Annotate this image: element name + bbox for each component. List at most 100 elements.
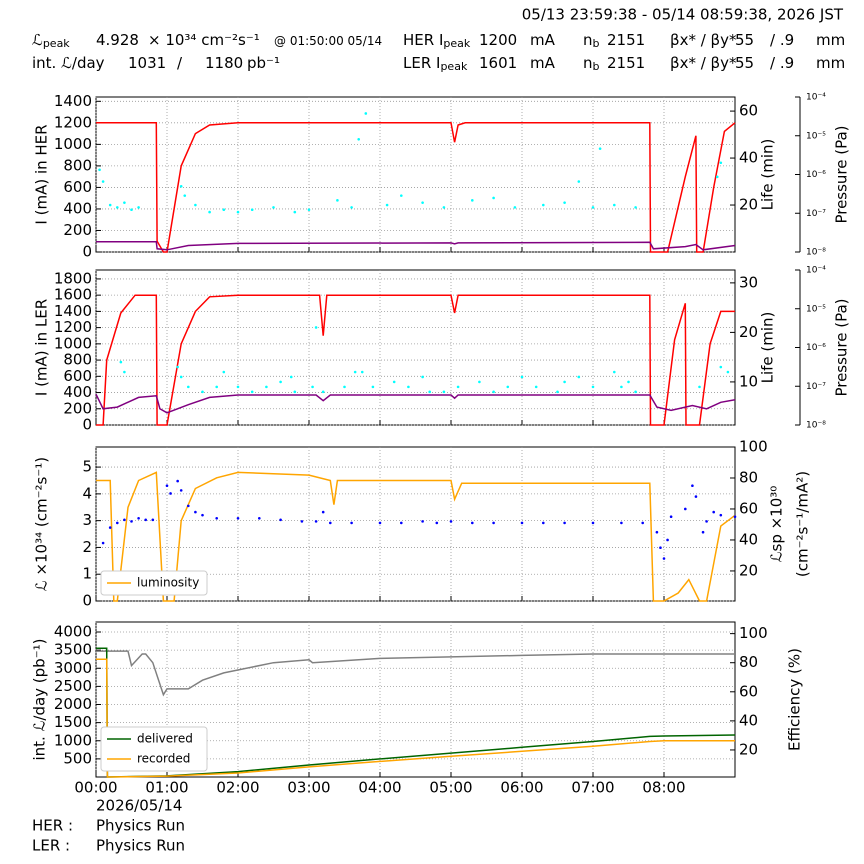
data-point xyxy=(187,385,190,389)
data-point xyxy=(520,521,524,525)
y-label: I (mA) in HER xyxy=(33,124,51,224)
data-point xyxy=(641,521,644,525)
header-text: pb⁻¹ xyxy=(247,54,280,72)
data-point xyxy=(719,161,723,165)
data-point xyxy=(187,504,190,508)
y2-tick-label: 20 xyxy=(739,561,758,579)
data-point xyxy=(577,375,581,379)
data-point xyxy=(428,390,432,394)
y-tick-label: 1000 xyxy=(54,731,92,749)
header-item: nb xyxy=(583,54,600,74)
header-text: mm xyxy=(816,54,845,72)
data-point xyxy=(194,510,197,514)
data-point xyxy=(116,206,119,209)
y2-tick-label: 20 xyxy=(739,740,758,758)
data-point xyxy=(471,521,474,525)
header-text: 1031 xyxy=(128,54,166,72)
header-item: βx* / βy* xyxy=(670,31,737,49)
y2-tick-label: 100 xyxy=(739,438,768,456)
plot-frame xyxy=(95,96,736,253)
data-point xyxy=(733,515,737,519)
data-point xyxy=(598,147,602,150)
y-tick-label: 3500 xyxy=(54,641,92,659)
data-point xyxy=(620,385,623,389)
data-line xyxy=(96,658,735,778)
data-point xyxy=(666,538,669,542)
data-point xyxy=(201,390,204,394)
header-text: 4.928 xyxy=(96,31,139,49)
data-point xyxy=(279,518,282,522)
y-tick-label: 1 xyxy=(82,565,92,583)
data-point xyxy=(471,199,474,202)
data-point xyxy=(534,385,538,389)
header-sub: peak xyxy=(440,60,467,73)
header-sub: b xyxy=(593,60,600,73)
y2-tick-label: 40 xyxy=(739,530,758,548)
data-point xyxy=(371,385,375,389)
data-point xyxy=(563,380,566,384)
data-point xyxy=(130,208,133,212)
data-point xyxy=(215,516,218,520)
y3-tick-label: 10⁻⁵ xyxy=(806,131,826,141)
header-sub: peak xyxy=(43,37,70,50)
header-text: HER I xyxy=(403,31,443,49)
data-point xyxy=(563,521,566,525)
data-point xyxy=(421,201,424,204)
data-line xyxy=(96,650,735,697)
y2-tick-label: 40 xyxy=(739,711,758,729)
data-point xyxy=(715,175,719,179)
data-point xyxy=(307,208,311,212)
header-item: 55 xyxy=(735,54,754,72)
data-point xyxy=(719,365,723,369)
y-tick-label: 2000 xyxy=(54,695,92,713)
data-point xyxy=(329,521,332,525)
y-tick-label: 1400 xyxy=(54,92,92,110)
data-point xyxy=(705,520,708,523)
data-point xyxy=(119,360,123,364)
header-text: int. ℒ/day xyxy=(32,54,105,72)
y3-tick-label: 10⁻⁴ xyxy=(806,93,826,103)
data-point xyxy=(613,203,616,207)
data-point xyxy=(542,203,545,207)
header-sub: b xyxy=(593,37,600,50)
y3-tick-label: 10⁻⁸ xyxy=(806,248,826,258)
header-text: / .9 xyxy=(770,54,794,72)
data-point xyxy=(634,390,637,394)
header-text: n xyxy=(583,31,593,49)
x-tick-label: 06:00 xyxy=(500,779,543,797)
data-point xyxy=(556,390,559,394)
her-mode: Physics Run xyxy=(96,817,185,835)
data-point xyxy=(183,194,187,197)
y2-label: Life (min) xyxy=(759,312,777,384)
y-label: I (mA) in LER xyxy=(33,299,51,396)
data-point xyxy=(513,206,517,209)
y-tick-label: 500 xyxy=(63,749,92,767)
y2-tick-label: 40 xyxy=(739,149,758,167)
header-item: ℒpeak xyxy=(32,31,70,51)
data-point xyxy=(314,326,318,329)
y2-label: (cm⁻²s⁻¹/mA²) xyxy=(794,471,812,577)
data-point xyxy=(265,385,268,389)
data-point xyxy=(250,390,254,394)
data-point xyxy=(400,521,403,525)
data-point xyxy=(684,507,687,511)
data-point xyxy=(222,370,226,374)
data-point xyxy=(506,385,510,389)
data-point xyxy=(222,208,226,212)
x-tick-label: 03:00 xyxy=(287,779,330,797)
data-point xyxy=(250,208,254,212)
data-line xyxy=(95,393,736,414)
data-point xyxy=(336,199,339,202)
y2-tick-label: 10 xyxy=(739,372,758,390)
y-tick-label: 1400 xyxy=(54,302,92,320)
legend-box xyxy=(100,726,208,772)
header-item: 55 xyxy=(735,31,754,49)
data-point xyxy=(442,206,446,209)
data-point xyxy=(726,370,730,374)
header-text: 2151 xyxy=(607,54,645,72)
y3-tick-label: 10⁻⁷ xyxy=(806,209,826,219)
y-tick-label: 2500 xyxy=(54,677,92,695)
y-tick-label: 400 xyxy=(63,383,92,401)
header-item: 1200 xyxy=(479,31,517,49)
